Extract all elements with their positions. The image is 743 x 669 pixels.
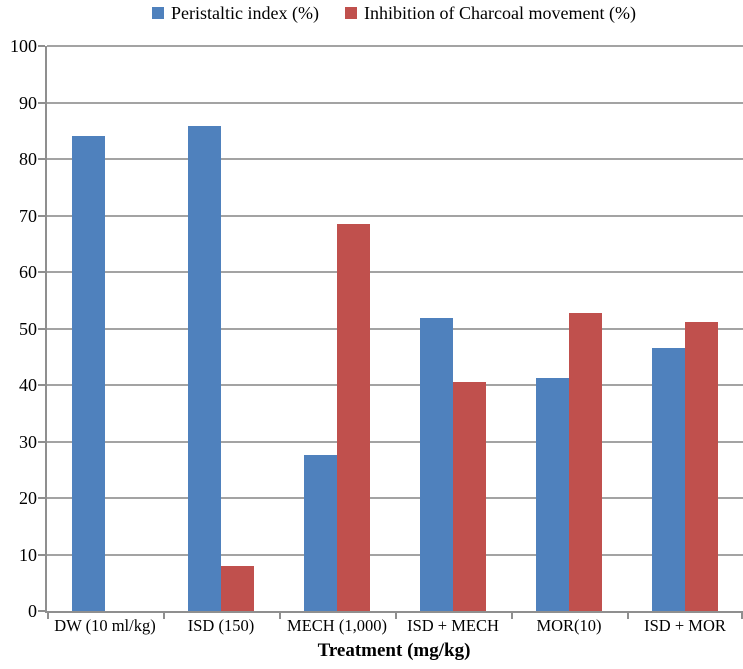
legend-item: Inhibition of Charcoal movement (%): [345, 4, 636, 22]
bar-peristaltic-index: [420, 317, 453, 611]
y-axis-tick: [38, 553, 45, 556]
gridline: [47, 327, 743, 330]
y-axis-tick-label: 70: [19, 205, 37, 226]
bar-peristaltic-index: [652, 347, 685, 611]
y-axis-tick: [38, 440, 45, 443]
x-axis-category-label: ISD + MOR: [644, 616, 726, 635]
x-axis-category-label: MECH (1,000): [287, 616, 387, 635]
y-axis-tick: [38, 271, 45, 273]
legend-label: Peristaltic index (%): [171, 3, 320, 23]
y-axis-tick-label: 40: [19, 375, 37, 395]
y-axis-tick-label: 10: [19, 544, 37, 565]
y-axis-tick-label: 50: [19, 318, 37, 339]
y-axis-tick-label: 90: [19, 92, 37, 113]
y-axis-tick-label: 20: [19, 488, 37, 508]
gridline: [47, 101, 743, 104]
bar-peristaltic-index: [304, 455, 337, 611]
y-axis-tick-label: 60: [19, 262, 37, 282]
gridline: [47, 440, 743, 443]
x-axis-labels: DW (10 ml/kg) ISD (150) MECH (1,000) ISD + …: [47, 616, 743, 636]
x-axis-tick: [279, 613, 281, 619]
bar-inhibition-charcoal: [337, 223, 370, 611]
x-axis-title: Treatment (mg/kg): [317, 640, 471, 661]
y-axis-tick: [38, 327, 45, 330]
bar-inhibition-charcoal: [221, 565, 254, 611]
x-axis-tick: [47, 613, 49, 619]
bar-peristaltic-index: [188, 126, 221, 611]
x-axis-tick: [627, 613, 629, 619]
legend-label: Inhibition of Charcoal movement (%): [364, 3, 636, 23]
x-axis-tick: [163, 613, 165, 619]
bar-peristaltic-index: [536, 377, 569, 611]
x-axis-category-label: ISD (150): [187, 616, 255, 635]
plot-area: [38, 45, 743, 619]
gridline: [47, 45, 743, 47]
x-axis-tick: [741, 613, 743, 619]
gridline: [47, 158, 743, 160]
y-axis-tick-label: 80: [19, 149, 37, 169]
y-axis-tick-label: 30: [19, 431, 37, 452]
legend-marker-red: [345, 7, 358, 19]
x-axis-category-label: MOR(10): [536, 616, 602, 635]
gridline: [47, 497, 743, 499]
y-axis-tick: [38, 214, 45, 217]
bar-inhibition-charcoal: [685, 322, 718, 611]
y-axis-tick: [38, 158, 45, 160]
y-axis-tick: [38, 610, 45, 612]
y-axis-tick: [38, 384, 45, 386]
x-axis-tick: [395, 613, 397, 619]
y-axis-tick: [38, 497, 45, 499]
legend-item: Peristaltic index (%): [152, 4, 319, 22]
gridline: [47, 384, 743, 386]
bar-inhibition-charcoal: [569, 313, 602, 611]
y-axis-tick: [38, 101, 45, 104]
x-axis-tick: [511, 613, 513, 619]
y-axis-tick-label: 0: [28, 601, 37, 621]
gridline: [47, 271, 743, 273]
bar-inhibition-charcoal: [453, 382, 486, 611]
gridline: [47, 553, 743, 556]
x-axis-category-label: ISD + MECH: [407, 616, 499, 635]
y-axis-tick-label: 100: [10, 36, 37, 56]
legend: Peristaltic index (%) Inhibition of Charc…: [45, 0, 743, 26]
y-axis-labels: 0 10 20 30 40 50 60 70 80 90 100: [0, 36, 37, 621]
y-axis-tick: [38, 45, 45, 47]
legend-marker-blue: [152, 7, 165, 19]
x-axis-category-label: DW (10 ml/kg): [54, 616, 156, 635]
gridline: [47, 214, 743, 217]
bar-peristaltic-index: [72, 136, 105, 611]
